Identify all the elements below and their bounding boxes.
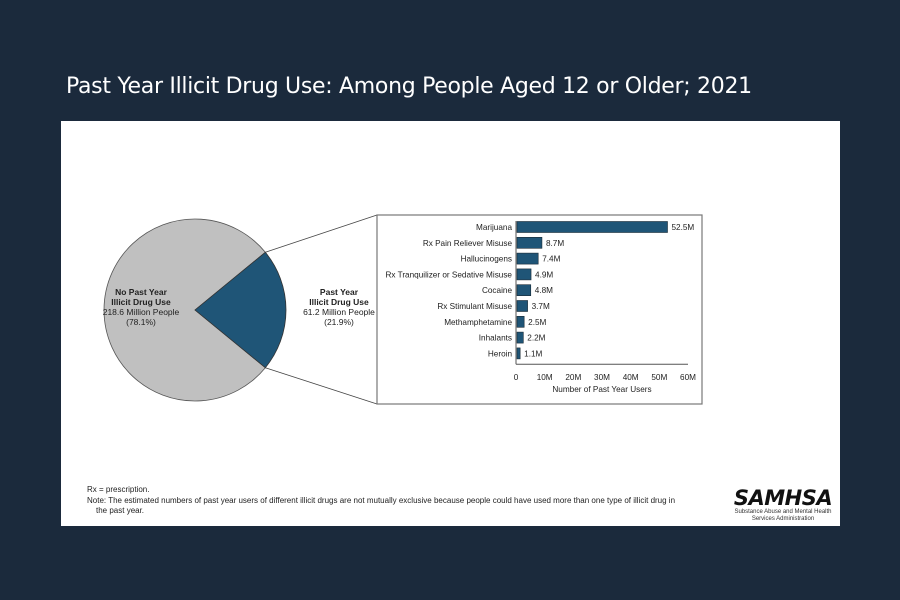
bar-value-label: 1.1M [524,349,542,358]
bar-hallucinogens [516,252,539,265]
bar-value-label: 3.7M [532,302,550,311]
pie-slice-no-past-year-use [103,218,266,402]
connector-line-top [265,214,378,253]
x-tick-label: 30M [594,373,610,382]
bar-category-label: Hallucinogens [461,255,512,264]
bar-category-label: Rx Stimulant Misuse [437,302,512,311]
footnote-note-line2: the past year. [96,506,145,515]
bar-rx-tranquilizer-or-sedative-misuse [516,268,532,281]
x-tick-label: 40M [623,373,639,382]
pie-label-past-year-line2: Illicit Drug Use [309,297,369,307]
x-tick-label: 0 [514,373,519,382]
bar-category-label: Marijuana [476,223,512,232]
bar-value-label: 2.2M [527,334,545,343]
samhsa-logo: SAMHSA Substance Abuse and Mental Health… [733,487,833,523]
pie-slice-past-year-use [194,251,287,369]
pie-label-no-past-year-value: 218.6 Million People [103,307,180,317]
bar-value-label: 7.4M [542,255,560,264]
pie-label-past-year-value: 61.2 Million People [303,307,375,317]
bar-heroin [516,347,521,360]
bar-category-label: Methamphetamine [444,318,512,327]
x-tick-label: 60M [680,373,696,382]
bar-marijuana [516,221,668,233]
bar-value-label: 2.5M [528,318,546,327]
bar-value-label: 4.9M [535,270,553,279]
pie-label-no-past-year-line2: Illicit Drug Use [111,297,171,307]
x-tick-label: 50M [651,373,667,382]
bar-value-label: 52.5M [672,223,695,232]
x-tick-label: 20M [565,373,581,382]
bar-methamphetamine [516,316,525,328]
bar-value-label: 8.7M [546,239,564,248]
pie-label-past-year-line1: Past Year [320,287,359,297]
bar-rx-stimulant-misuse [516,300,528,312]
pie-label-no-past-year-line1: No Past Year [115,287,168,297]
bar-cocaine [516,284,532,296]
footnote-rx: Rx = prescription. [87,485,150,494]
pie-label-no-past-year-pct: (78.1%) [126,317,156,327]
bar-category-label: Inhalants [479,334,512,343]
bar-inhalants [516,331,524,344]
bar-category-label: Rx Pain Reliever Misuse [423,239,513,248]
x-axis-title: Number of Past Year Users [552,385,651,394]
logo-wordmark: SAMHSA [733,486,833,510]
footnote-note-line1: Note: The estimated numbers of past year… [87,496,676,505]
chart-panel: No Past Year Illicit Drug Use 218.6 Millio… [61,121,840,526]
bar-value-label: 4.8M [535,286,553,295]
logo-subtitle-line1: Substance Abuse and Mental Health [734,509,832,515]
logo-subtitle-line2: Services Administration [751,516,815,522]
bar-category-label: Cocaine [482,286,512,295]
bar-category-label: Rx Tranquilizer or Sedative Misuse [385,270,512,279]
x-tick-label: 10M [537,373,553,382]
connector-line-bottom [265,367,378,405]
bar-category-label: Heroin [488,349,513,358]
pie-label-past-year-pct: (21.9%) [324,317,354,327]
bar-rx-pain-reliever-misuse [516,237,543,249]
page-title: Past Year Illicit Drug Use: Among People… [66,74,752,99]
